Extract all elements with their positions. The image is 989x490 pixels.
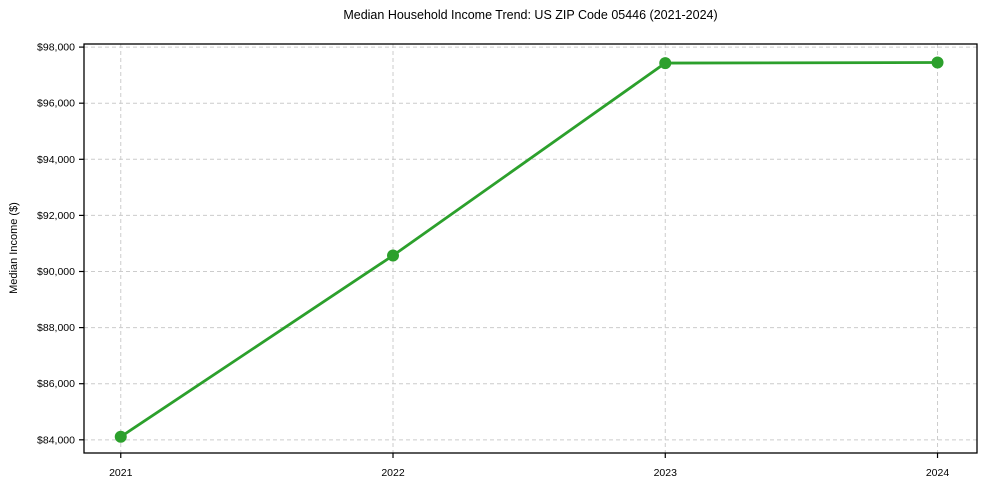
data-point-2022 <box>387 249 400 262</box>
y-tick-label: $92,000 <box>37 210 75 222</box>
x-tick-label: 2023 <box>654 467 678 479</box>
y-tick-label: $94,000 <box>37 154 75 166</box>
y-tick-label: $96,000 <box>37 98 75 110</box>
y-tick-label: $90,000 <box>37 266 75 278</box>
y-tick-label: $98,000 <box>37 42 75 54</box>
data-point-2023 <box>659 57 672 70</box>
plot-border <box>83 43 978 454</box>
data-point-2021 <box>114 430 127 443</box>
trend-line <box>119 61 939 439</box>
x-tick-label: 2024 <box>926 467 950 479</box>
y-tick-label: $88,000 <box>37 322 75 334</box>
y-tick-label: $84,000 <box>37 434 75 446</box>
y-tick-label: $86,000 <box>37 378 75 390</box>
x-tick-label: 2021 <box>109 467 133 479</box>
chart-title: Median Household Income Trend: US ZIP Co… <box>343 8 718 22</box>
data-point-2024 <box>931 56 944 69</box>
x-tick-label: 2022 <box>381 467 405 479</box>
